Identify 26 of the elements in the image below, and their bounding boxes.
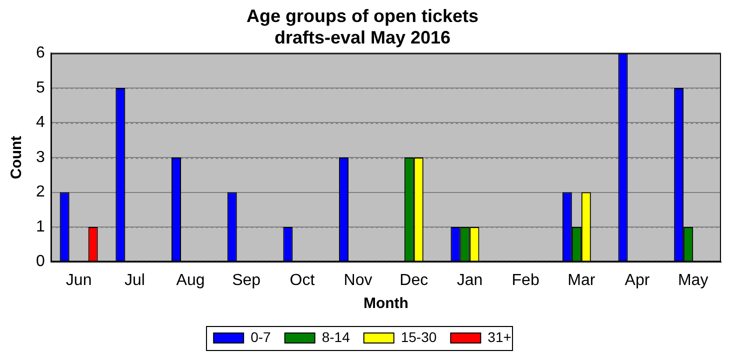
- x-tick-label: Aug: [176, 272, 205, 289]
- legend-label: 8-14: [322, 328, 350, 345]
- x-tick-label: May: [678, 272, 708, 289]
- y-axis-title: Count: [8, 136, 26, 180]
- y-tick-label: 5: [36, 79, 45, 96]
- x-tick-label: Jan: [456, 272, 483, 289]
- x-tick-label: Nov: [344, 272, 372, 289]
- y-tick-label: 2: [36, 184, 45, 201]
- legend-label: 15-30: [400, 328, 437, 345]
- y-tick-label: 3: [36, 148, 45, 166]
- y-tick-label: 4: [36, 114, 45, 132]
- legend-label: 0-7: [250, 328, 272, 345]
- x-axis-title: Month: [363, 295, 408, 312]
- x-tick-label: Jun: [66, 272, 92, 289]
- x-tick-label: Oct: [290, 272, 316, 289]
- y-tick-label: 6: [36, 44, 45, 62]
- x-tick-label: Dec: [400, 272, 428, 289]
- x-tick-label: Mar: [568, 272, 596, 289]
- legend-label: 31+: [488, 328, 512, 345]
- x-tick-label: Sep: [232, 272, 261, 289]
- y-tick-label: 1: [36, 218, 45, 236]
- chart-title: Age groups of open tickets drafts-eval May 2016: [246, 6, 479, 48]
- x-tick-label: Jul: [124, 272, 145, 289]
- x-tick-label: Feb: [512, 272, 540, 289]
- x-tick-label: Apr: [624, 272, 650, 289]
- y-tick-label: 0: [36, 253, 45, 270]
